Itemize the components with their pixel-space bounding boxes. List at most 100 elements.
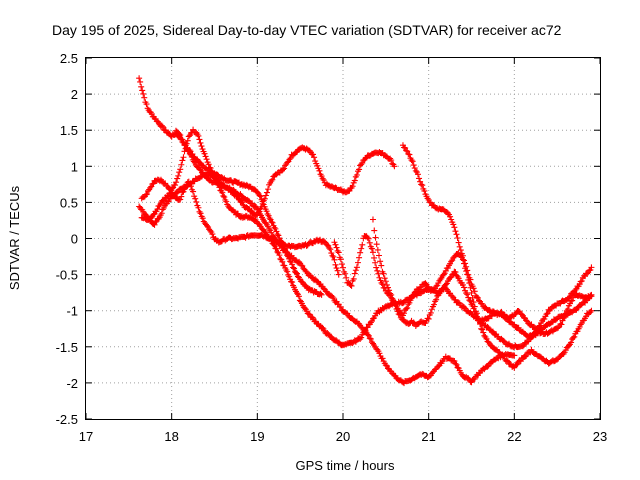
- data-point: [147, 184, 154, 191]
- data-point: [181, 148, 188, 155]
- data-point: [379, 281, 386, 288]
- data-point: [329, 252, 336, 259]
- data-point: [177, 166, 184, 173]
- data-point: [410, 319, 417, 326]
- data-point: [453, 361, 460, 368]
- data-point: [293, 269, 300, 276]
- data-point: [452, 360, 459, 367]
- data-point: [151, 221, 158, 228]
- data-point: [454, 364, 461, 371]
- data-point: [334, 267, 341, 274]
- data-point: [190, 188, 197, 195]
- data-point: [284, 268, 291, 275]
- data-point: [418, 181, 425, 188]
- data-point: [154, 118, 161, 125]
- data-point: [365, 332, 372, 339]
- data-point: [279, 258, 286, 265]
- data-point: [332, 241, 339, 248]
- data-point: [177, 132, 184, 139]
- data-point: [340, 264, 346, 271]
- y-tick-label: -1: [66, 304, 78, 319]
- data-point: [195, 132, 202, 139]
- data-point: [428, 306, 435, 313]
- data-point: [209, 231, 216, 238]
- data-point: [311, 154, 318, 161]
- data-point: [158, 122, 165, 129]
- data-point: [318, 291, 325, 298]
- data-point: [448, 216, 455, 223]
- data-point: [296, 258, 303, 265]
- data-point: [421, 187, 428, 194]
- data-point: [453, 231, 460, 238]
- y-tick-label: 0.5: [60, 195, 78, 210]
- data-point: [286, 273, 293, 280]
- data-point: [295, 293, 302, 300]
- data-point: [358, 161, 365, 168]
- y-tick-label: 0: [71, 232, 78, 247]
- data-point: [411, 289, 418, 296]
- data-point: [587, 292, 594, 299]
- data-point: [373, 241, 380, 248]
- y-axis-label: SDTVAR / TECUs: [7, 185, 22, 290]
- data-point: [203, 156, 210, 163]
- data-point: [503, 357, 510, 364]
- data-point: [568, 339, 575, 346]
- data-point: [196, 136, 203, 143]
- data-point: [145, 187, 152, 194]
- data-point: [440, 285, 447, 292]
- data-point: [474, 315, 481, 322]
- data-point: [270, 233, 277, 240]
- data-point: [588, 291, 595, 298]
- data-point: [276, 252, 283, 259]
- data-point: [356, 254, 363, 261]
- data-point: [374, 246, 381, 253]
- data-point: [499, 351, 506, 358]
- data-point: [391, 163, 398, 170]
- data-point: [455, 275, 462, 282]
- data-point: [173, 179, 180, 186]
- series-5: [172, 127, 518, 387]
- data-point: [543, 357, 550, 364]
- data-point: [378, 262, 385, 269]
- data-point: [499, 311, 506, 318]
- data-point: [450, 221, 457, 228]
- data-point: [456, 243, 463, 250]
- data-point: [327, 246, 334, 253]
- data-point: [465, 276, 472, 283]
- data-point: [366, 335, 373, 342]
- data-point: [298, 262, 305, 269]
- data-point: [584, 270, 591, 277]
- data-point: [500, 352, 507, 359]
- data-point: [269, 176, 276, 183]
- data-point: [211, 172, 218, 179]
- y-tick-label: 1.5: [60, 123, 78, 138]
- data-point: [204, 222, 211, 229]
- data-point: [372, 259, 379, 266]
- data-point: [470, 285, 477, 292]
- x-tick-label: 17: [79, 429, 93, 444]
- data-point: [154, 206, 161, 213]
- data-point: [257, 193, 264, 200]
- data-point: [139, 87, 146, 94]
- data-point: [348, 282, 355, 289]
- data-point: [376, 350, 383, 357]
- data-point: [484, 363, 491, 370]
- data-point: [383, 281, 390, 288]
- data-point: [174, 175, 181, 182]
- data-point: [378, 279, 385, 286]
- data-point: [263, 208, 270, 215]
- data-point: [174, 189, 181, 196]
- data-point: [560, 315, 567, 322]
- data-point: [301, 305, 308, 312]
- data-point: [403, 305, 410, 312]
- data-point: [197, 210, 204, 217]
- data-point: [192, 195, 199, 202]
- data-point: [271, 242, 278, 249]
- data-point: [381, 285, 388, 292]
- data-point: [353, 264, 360, 271]
- data-point: [403, 147, 410, 154]
- data-point: [467, 284, 474, 291]
- data-point: [412, 167, 419, 174]
- data-point: [319, 324, 326, 331]
